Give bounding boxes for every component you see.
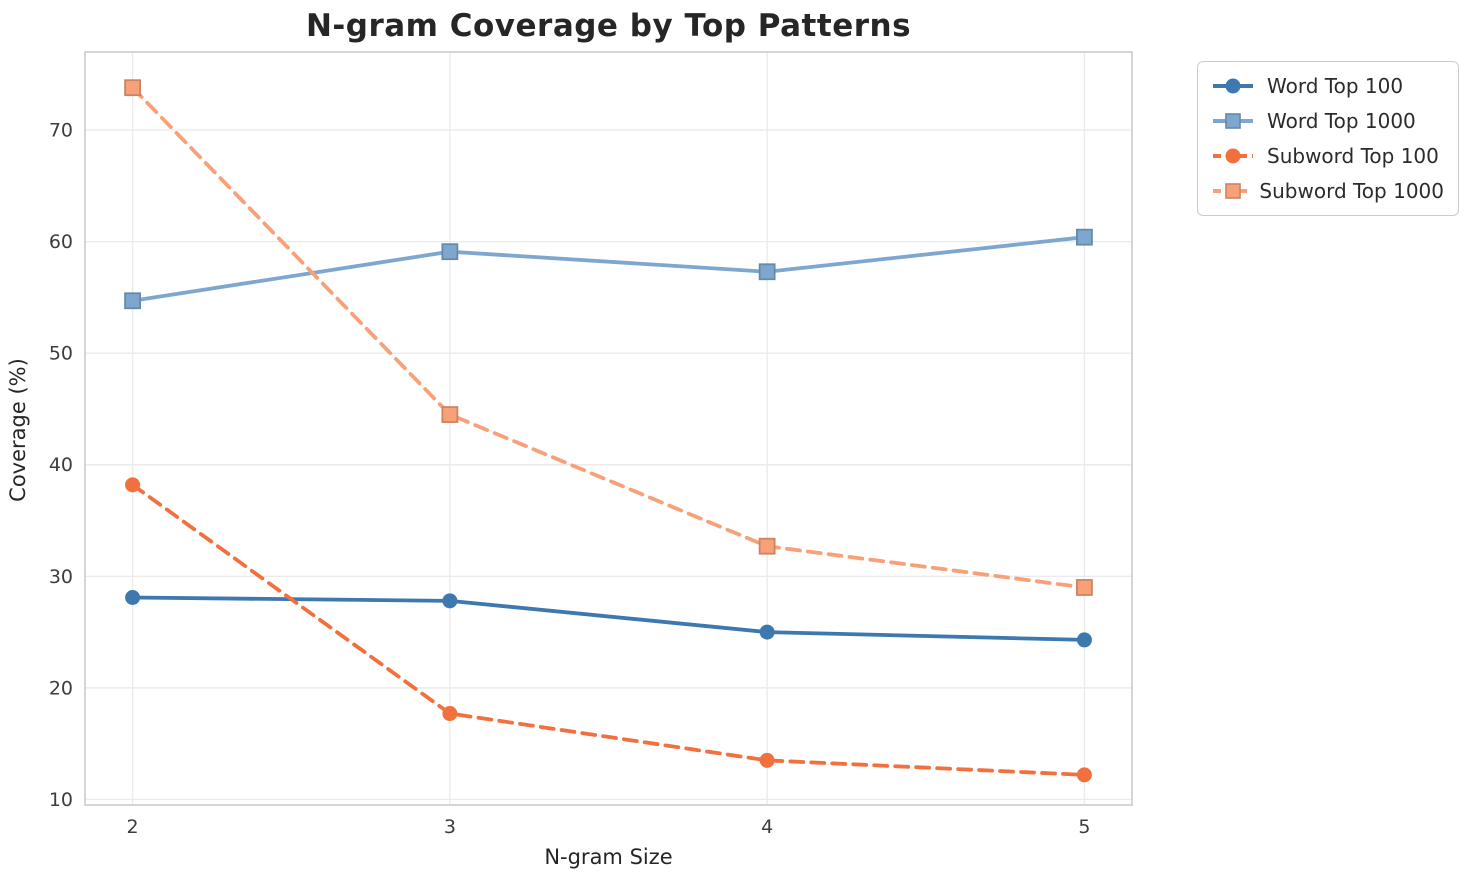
- series-line-subword-top-1000: [130, 85, 1087, 590]
- legend-label: Subword Top 100: [1267, 144, 1439, 168]
- x-tick-label: 5: [1078, 816, 1090, 838]
- series-marker-subword-top-100: [442, 706, 458, 722]
- x-tick-label: 4: [761, 816, 773, 838]
- y-tick-label: 50: [49, 343, 73, 365]
- x-axis-label: N-gram Size: [544, 845, 673, 869]
- series-line-subword-top-100: [130, 482, 1087, 777]
- y-tick-label: 10: [49, 789, 73, 811]
- legend-label: Word Top 1000: [1267, 109, 1416, 133]
- legend-item-subword-top-100: Subword Top 100: [1211, 143, 1444, 169]
- series-marker-word-top-1000: [1076, 228, 1093, 246]
- series-marker-word-top-100: [442, 593, 458, 609]
- y-tick-label: 20: [49, 677, 73, 699]
- series-marker-subword-top-1000: [758, 537, 776, 555]
- y-tick-label: 70: [49, 120, 73, 142]
- y-axis-label: Coverage (%): [6, 358, 30, 502]
- series-marker-word-top-1000: [758, 263, 776, 281]
- y-tick-label: 30: [49, 566, 73, 588]
- square-marker-icon: [1225, 113, 1241, 129]
- series-line-word-top-100: [130, 595, 1087, 642]
- x-tick-label: 2: [127, 816, 139, 838]
- series-marker-subword-top-100: [759, 752, 775, 768]
- series-marker-subword-top-100: [125, 477, 141, 493]
- chart-title: N-gram Coverage by Top Patterns: [305, 8, 912, 44]
- y-tick-label: 40: [49, 454, 73, 476]
- series-marker-word-top-1000: [441, 243, 459, 261]
- plot-border: [84, 51, 1133, 806]
- series-marker-subword-top-1000: [124, 79, 141, 97]
- y-tick-label: 60: [49, 231, 73, 253]
- legend-item-subword-top-1000: Subword Top 1000: [1211, 178, 1444, 204]
- legend-label: Word Top 100: [1267, 74, 1404, 98]
- series-marker-subword-top-100: [1076, 767, 1092, 783]
- series-marker-word-top-100: [759, 624, 775, 640]
- square-marker-icon: [1225, 183, 1241, 199]
- circle-marker-icon: [1225, 78, 1241, 94]
- series-marker-word-top-100: [1076, 632, 1092, 648]
- series-marker-subword-top-1000: [1076, 579, 1093, 596]
- legend-swatch-word-top-100: [1213, 78, 1253, 94]
- legend: Word Top 100 Word Top 1000 Subword Top 100…: [1197, 61, 1459, 216]
- series-marker-subword-top-1000: [441, 406, 459, 423]
- circle-marker-icon: [1225, 148, 1241, 164]
- x-tick-label: 3: [444, 816, 456, 838]
- series-marker-word-top-1000: [124, 292, 141, 310]
- legend-item-word-top-1000: Word Top 1000: [1211, 108, 1444, 134]
- legend-swatch-word-top-1000: [1213, 113, 1253, 129]
- legend-item-word-top-100: Word Top 100: [1211, 73, 1444, 99]
- series-marker-word-top-100: [125, 590, 141, 606]
- legend-swatch-subword-top-1000: [1213, 183, 1248, 199]
- legend-swatch-subword-top-100: [1213, 148, 1253, 164]
- series-line-word-top-1000: [130, 235, 1087, 303]
- legend-label: Subword Top 1000: [1259, 179, 1444, 203]
